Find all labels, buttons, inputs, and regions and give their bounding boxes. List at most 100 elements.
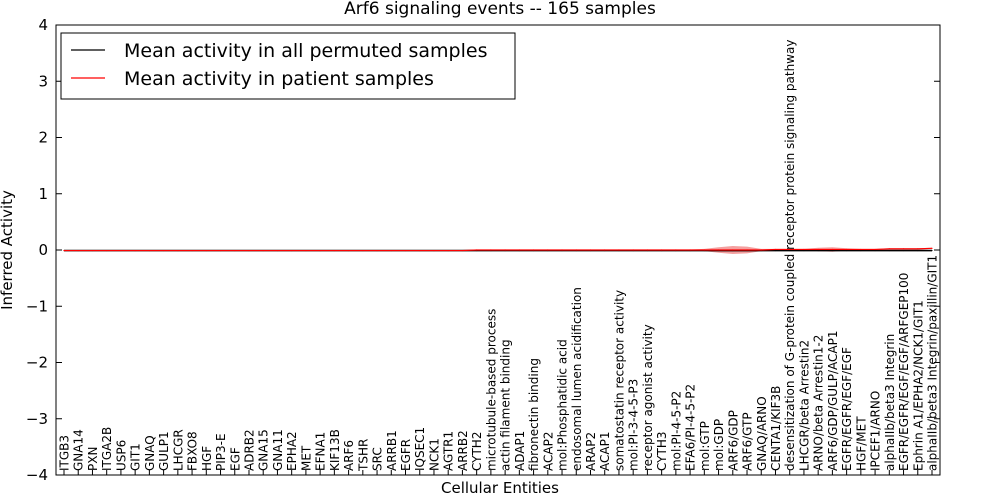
y-tick-label: −4 <box>26 466 48 484</box>
data-point-patient <box>163 249 165 252</box>
data-point-patient <box>618 249 620 251</box>
data-point-permuted <box>860 249 862 252</box>
data-point-patient <box>177 249 179 252</box>
data-point-patient <box>518 249 520 251</box>
data-point-patient <box>447 249 449 252</box>
data-point-patient <box>661 249 663 251</box>
data-point-permuted <box>917 249 919 252</box>
x-tick-label: mol:GTP <box>698 421 712 471</box>
legend-label-patient: Mean activity in patient samples <box>124 68 434 90</box>
data-point-patient <box>333 249 335 252</box>
data-point-patient <box>77 249 79 252</box>
x-tick-label: microtubule-based process <box>484 309 498 471</box>
x-tick-label: HGF <box>200 446 214 471</box>
x-tick-label: desensitization of G-protein coupled rec… <box>783 40 797 471</box>
x-tick-label: LHCGR/beta Arrestin2 <box>797 340 811 471</box>
data-point-permuted <box>931 249 933 252</box>
x-tick-label: receptor agonist activity <box>641 324 655 471</box>
y-tick-label: 1 <box>38 185 48 203</box>
data-point-patient <box>888 248 890 250</box>
x-tick-label: mol:PI-4-5-P2 <box>669 391 683 471</box>
data-point-patient <box>248 249 250 252</box>
data-point-patient <box>362 249 364 252</box>
x-tick-label: EGF <box>228 447 242 471</box>
x-tick-label: GNA15 <box>257 429 271 471</box>
x-tick-label: GIT1 <box>129 443 143 471</box>
data-point-permuted <box>831 249 833 252</box>
x-tick-label: mol:Phosphatidic acid <box>556 339 570 471</box>
x-tick-label: actin filament binding <box>499 339 513 471</box>
data-point-patient <box>632 249 634 251</box>
x-tick-label: GNAQ <box>143 435 157 471</box>
x-tick-label: TSHR <box>356 439 370 472</box>
x-tick-label: mol:GDP <box>712 419 726 471</box>
x-tick-label: PIP3-E <box>214 433 228 471</box>
data-point-patient <box>504 249 506 251</box>
data-point-patient <box>646 249 649 251</box>
data-point-patient <box>789 248 791 251</box>
x-tick-label: EGFR/EGFR/EGF/EGF <box>840 347 854 471</box>
data-point-patient <box>917 248 919 250</box>
data-point-patient <box>91 249 94 252</box>
x-tick-label: ARRB1 <box>385 430 399 471</box>
data-point-patient <box>732 249 734 251</box>
x-axis-label: Cellular Entities <box>441 479 559 497</box>
x-tick-label: endosomal lumen acidification <box>570 287 584 471</box>
data-point-patient <box>120 249 122 252</box>
x-tick-label: MET <box>299 445 313 471</box>
data-point-patient <box>547 249 549 251</box>
data-point-patient <box>803 248 805 251</box>
x-tick-label: PXN <box>86 447 100 471</box>
data-point-patient <box>831 248 833 251</box>
data-point-patient <box>902 248 905 250</box>
x-tick-label: ARF6/GDP/GULP/ACAP1 <box>826 331 840 471</box>
data-point-patient <box>148 249 150 252</box>
x-tick-label: EPHA2 <box>285 431 299 471</box>
x-tick-label: SRC <box>371 447 385 471</box>
data-point-patient <box>575 249 577 251</box>
x-tick-label: FBXO8 <box>186 431 200 471</box>
y-axis: −4 −3 −2 −1 0 1 2 3 4 <box>26 16 940 484</box>
x-tick-label: GNA14 <box>72 429 86 471</box>
x-tick-label: ARF6 <box>342 440 356 471</box>
x-tick-label: HGF/MET <box>854 416 868 471</box>
y-tick-label: 4 <box>38 16 48 34</box>
data-point-patient <box>817 248 819 251</box>
data-point-patient <box>931 247 933 249</box>
x-tick-label: CENTA1/KIF3B <box>769 386 783 471</box>
data-point-patient <box>490 249 492 251</box>
x-tick-label: EFA6/PI-4-5-P2 <box>684 384 698 471</box>
legend-box <box>60 32 516 100</box>
x-tick-label: alphaIIb/beta3 Integrin <box>883 334 897 471</box>
data-point-patient <box>675 249 677 251</box>
y-tick-label: 2 <box>38 129 48 147</box>
data-point-patient <box>760 249 762 251</box>
x-tick-label: mol:PI-3-4-5-P3 <box>627 379 641 471</box>
x-tick-label: ACAP2 <box>541 432 555 471</box>
data-point-patient <box>276 249 279 252</box>
data-point-patient <box>774 248 777 251</box>
data-point-patient <box>404 249 407 252</box>
x-axis: ITGB3 GNA14 PXN ITGA2B USP6 GIT1 GNAQ GULP1 LHCG… <box>58 40 940 475</box>
data-point-patient <box>476 249 478 251</box>
data-point-patient <box>262 249 264 252</box>
data-point-permuted <box>803 249 805 252</box>
data-point-patient <box>305 249 307 252</box>
x-tick-label: NCK1 <box>427 438 441 471</box>
legend-label-permuted: Mean activity in all permuted samples <box>124 40 487 62</box>
data-point-permuted <box>789 249 791 252</box>
x-tick-label: Ephrin A1/EPHA2/NCK1/GIT1 <box>911 300 925 471</box>
data-point-patient <box>689 249 691 251</box>
data-point-patient <box>376 249 378 252</box>
x-tick-label: ARNO/beta Arrestin1-2 <box>812 335 826 471</box>
data-point-patient <box>291 249 293 252</box>
x-tick-label: GNAQ/ARNO <box>755 396 769 471</box>
y-axis-label: Inferred Activity <box>0 190 16 310</box>
x-tick-label: alphaIIb/beta3 Integrin/paxillin/GIT1 <box>926 255 940 471</box>
data-point-patient <box>746 249 748 251</box>
series-line-patient <box>64 247 933 252</box>
data-point-patient <box>589 249 592 251</box>
x-tick-label: ARAP2 <box>584 432 598 471</box>
y-tick-label: 3 <box>38 72 48 90</box>
x-tick-label: ITGA2B <box>100 427 114 471</box>
